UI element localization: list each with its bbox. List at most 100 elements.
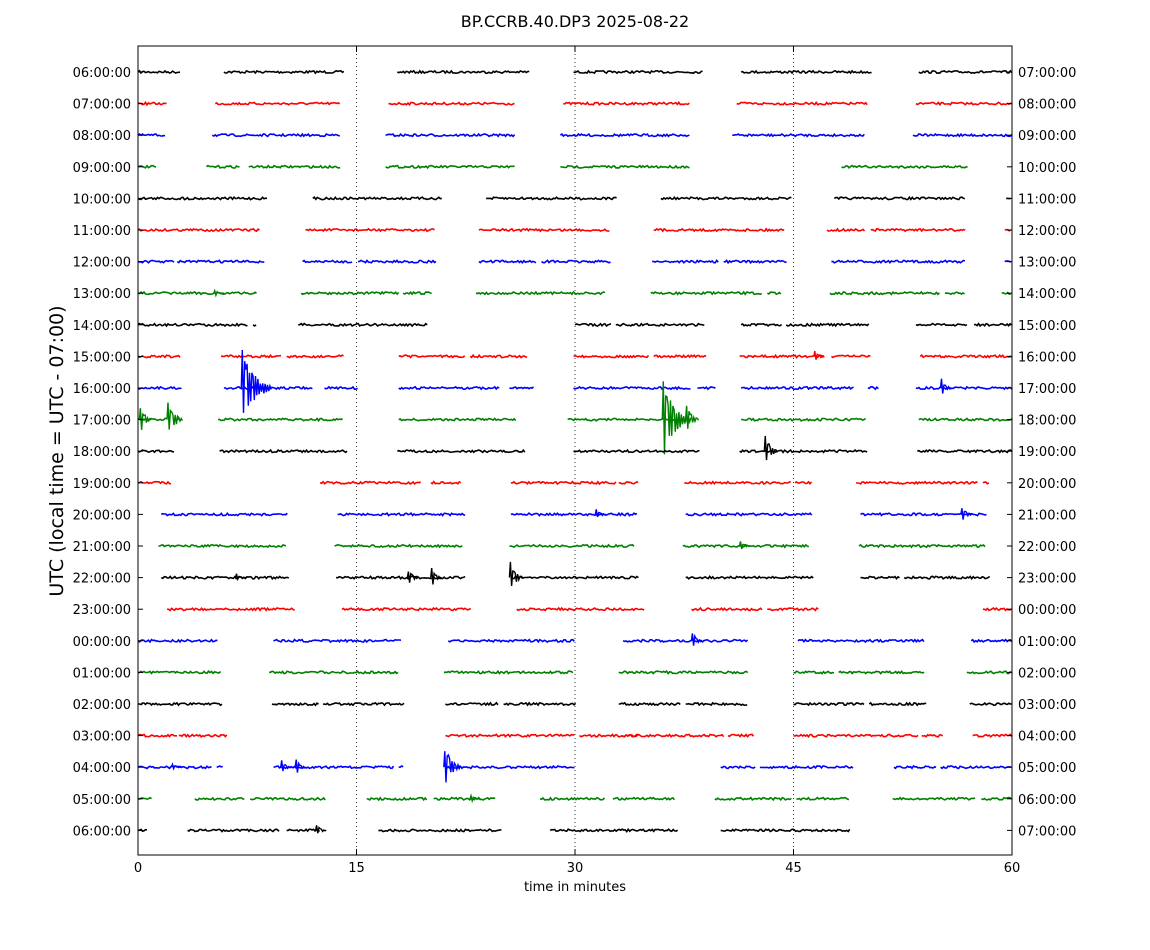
trace-segment — [759, 764, 854, 770]
trace-segment — [838, 669, 925, 675]
trace-segment — [739, 449, 868, 454]
trace-segment — [892, 796, 976, 801]
trace-segment — [833, 195, 966, 201]
y-tick-label-right: 22:00:00 — [1018, 540, 1076, 555]
trace-segment — [478, 227, 610, 233]
trace-segment — [972, 733, 1013, 738]
y-tick-label-right: 04:00:00 — [1018, 730, 1076, 745]
trace-segment — [982, 481, 990, 485]
trace-segment — [273, 765, 395, 770]
trace-segment — [137, 670, 222, 675]
trace-segment — [214, 101, 341, 106]
trace-segment — [510, 511, 638, 517]
y-tick-label-right: 16:00:00 — [1018, 350, 1076, 365]
trace-segment — [509, 386, 534, 390]
trace-segment — [469, 353, 528, 359]
trace-segment — [187, 828, 280, 833]
trace-segment — [973, 322, 1013, 328]
seismic-event — [406, 571, 419, 583]
x-tick-label: 60 — [1004, 861, 1021, 876]
trace-segment — [685, 512, 813, 517]
trace-segment — [445, 764, 575, 770]
trace-segment — [740, 322, 783, 327]
y-tick-label-right: 01:00:00 — [1018, 635, 1076, 650]
y-tick-label-left: 13:00:00 — [73, 287, 131, 302]
trace-segment — [868, 701, 927, 707]
trace-segment — [167, 606, 295, 612]
trace-segment — [305, 227, 435, 233]
y-tick-label-left: 05:00:00 — [73, 793, 131, 808]
trace-segment — [563, 101, 690, 107]
trace-segment — [388, 101, 515, 107]
seismic-event — [594, 509, 607, 518]
trace-segment — [248, 164, 341, 169]
trace-segment — [510, 480, 617, 486]
y-tick-label-left: 04:00:00 — [73, 761, 131, 776]
x-tick-label: 45 — [785, 861, 802, 876]
trace-segment — [268, 670, 399, 675]
trace-segment — [486, 196, 617, 201]
trace-segment — [137, 354, 181, 359]
trace-segment — [385, 132, 516, 138]
trace-segment — [740, 385, 854, 391]
trace-segment — [286, 828, 321, 833]
trace-segment — [298, 322, 428, 328]
trace-segment — [621, 733, 725, 738]
trace-segment — [915, 101, 1013, 107]
trace-segment — [573, 69, 703, 75]
seismic-event — [314, 825, 327, 834]
seismic-event — [469, 793, 481, 804]
trace-segment — [685, 701, 748, 707]
trace-segment — [324, 385, 358, 391]
trace-segment — [618, 670, 749, 675]
trace-segment — [478, 259, 537, 264]
y-tick-label-right: 19:00:00 — [1018, 445, 1076, 460]
trace-segment — [176, 259, 265, 264]
trace-segment — [335, 575, 466, 580]
trace-segment — [618, 701, 681, 707]
trace-segment — [736, 100, 868, 106]
trace-segment — [860, 511, 987, 517]
axis-ticks: 0 15 30 45 60 06:00:00 07:00:00 08:00:00 09:00:0… — [73, 46, 1076, 876]
trace-segment — [503, 701, 577, 707]
trace-segment — [858, 543, 986, 549]
trace-segment — [732, 132, 865, 138]
trace-segment — [137, 385, 182, 391]
trace-segment — [398, 417, 517, 422]
trace-segment — [510, 575, 639, 580]
y-tick-label-right: 14:00:00 — [1018, 287, 1076, 302]
trace-segment — [917, 449, 1013, 454]
y-tick-label-right: 10:00:00 — [1018, 161, 1076, 176]
y-tick-label-right: 15:00:00 — [1018, 319, 1076, 334]
trace-segment — [211, 132, 341, 138]
trace-segment — [793, 701, 865, 707]
y-tick-label-right: 03:00:00 — [1018, 698, 1076, 713]
y-tick-label-left: 02:00:00 — [73, 698, 131, 713]
trace-segment — [574, 322, 612, 328]
trace-segment — [723, 259, 787, 265]
trace-segment — [217, 417, 343, 423]
trace-segment — [219, 448, 348, 454]
trace-segment — [685, 575, 814, 580]
trace-segment — [137, 164, 157, 169]
trace-segment — [794, 480, 813, 485]
trace-segment — [741, 417, 867, 422]
trace-segment — [378, 828, 502, 833]
trace-segment — [855, 480, 978, 485]
trace-segment — [137, 449, 175, 454]
y-tick-label-left: 12:00:00 — [73, 256, 131, 271]
trace-segment — [720, 765, 756, 770]
trace-segment — [443, 669, 574, 675]
trace-segment — [430, 480, 462, 485]
trace-segment — [893, 764, 937, 770]
trace-segment — [622, 638, 749, 643]
x-tick-label: 0 — [134, 861, 142, 876]
chart-title: BP.CCRB.40.DP3 2025-08-22 — [461, 12, 689, 31]
y-tick-label-left: 22:00:00 — [73, 572, 131, 587]
seismic-event — [738, 541, 751, 550]
trace-segment — [137, 480, 172, 485]
trace-segment — [137, 196, 268, 201]
trace-segment — [918, 417, 1013, 422]
y-tick-label-right: 02:00:00 — [1018, 666, 1076, 681]
trace-segment — [337, 512, 466, 517]
